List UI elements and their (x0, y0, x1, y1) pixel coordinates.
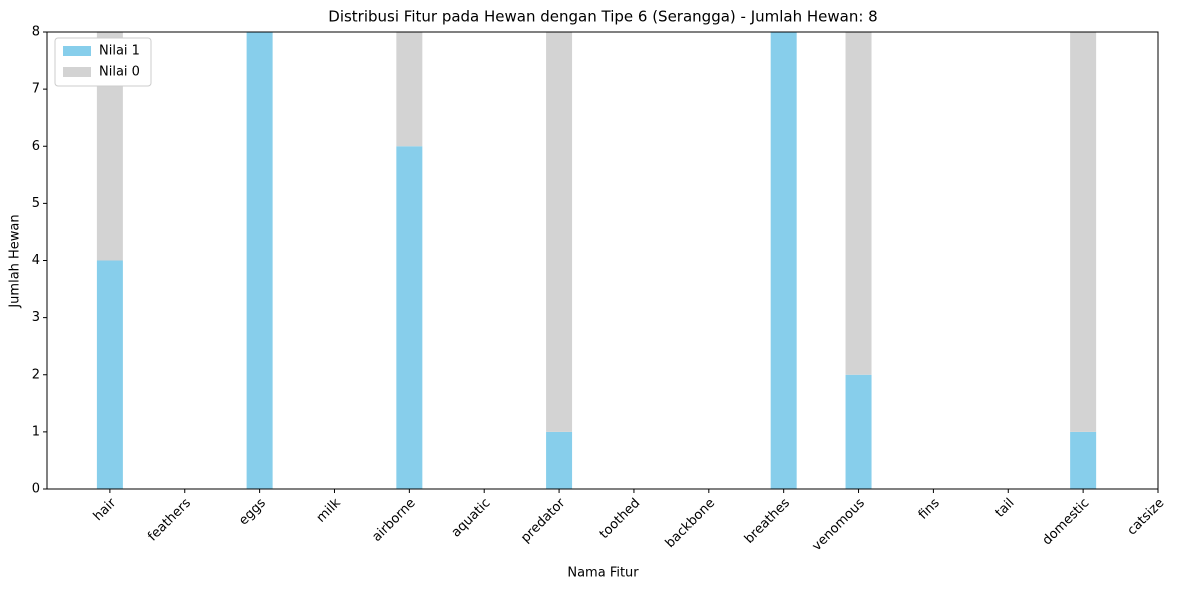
y-tick-label: 0 (32, 482, 40, 497)
y-tick-label: 3 (32, 310, 40, 325)
x-tick-label: toothed (597, 496, 643, 542)
y-tick-label: 2 (32, 367, 40, 382)
x-tick-label: domestic (1040, 496, 1093, 549)
bar-segment (1070, 32, 1097, 432)
x-tick-label: venomous (809, 496, 868, 555)
x-tick-label: aquatic (449, 496, 494, 541)
legend-swatch (63, 67, 91, 77)
x-tick-label: fins (916, 496, 943, 523)
x-tick-label: hair (91, 495, 120, 524)
y-axis-label: Jumlah Hewan (8, 214, 23, 308)
x-tick-label: predator (518, 495, 569, 546)
x-tick-label: backbone (663, 496, 718, 551)
bar-segment (770, 32, 797, 489)
x-tick-label: tail (993, 496, 1018, 521)
x-tick-label: catsize (1125, 496, 1168, 539)
y-tick-label: 6 (32, 139, 40, 154)
bar-segment (396, 32, 423, 147)
legend-label: Nilai 0 (99, 65, 140, 80)
x-tick-label: eggs (236, 496, 269, 529)
x-tick-label: airborne (370, 496, 419, 545)
bar-segment (96, 260, 123, 489)
legend-swatch (63, 46, 91, 56)
y-tick-label: 5 (32, 196, 40, 211)
y-tick-label: 7 (32, 82, 40, 97)
plot-frame (46, 31, 1159, 490)
x-tick-label: feathers (145, 496, 194, 545)
bar-segment (546, 431, 573, 489)
x-tick-label: milk (314, 495, 344, 525)
y-tick-label: 4 (32, 253, 40, 268)
bar-segment (1070, 431, 1097, 489)
bar-segment (396, 146, 423, 489)
legend-label: Nilai 1 (99, 44, 140, 59)
chart-title: Distribusi Fitur pada Hewan dengan Tipe … (328, 8, 877, 26)
y-tick-label: 8 (32, 25, 40, 40)
x-axis-label: Nama Fitur (567, 566, 639, 581)
bar-segment (845, 32, 872, 375)
bar-segment (546, 32, 573, 432)
bar-segment (845, 374, 872, 489)
x-tick-label: breathes (742, 496, 793, 547)
y-tick-label: 1 (32, 424, 40, 439)
bar-segment (246, 32, 273, 489)
